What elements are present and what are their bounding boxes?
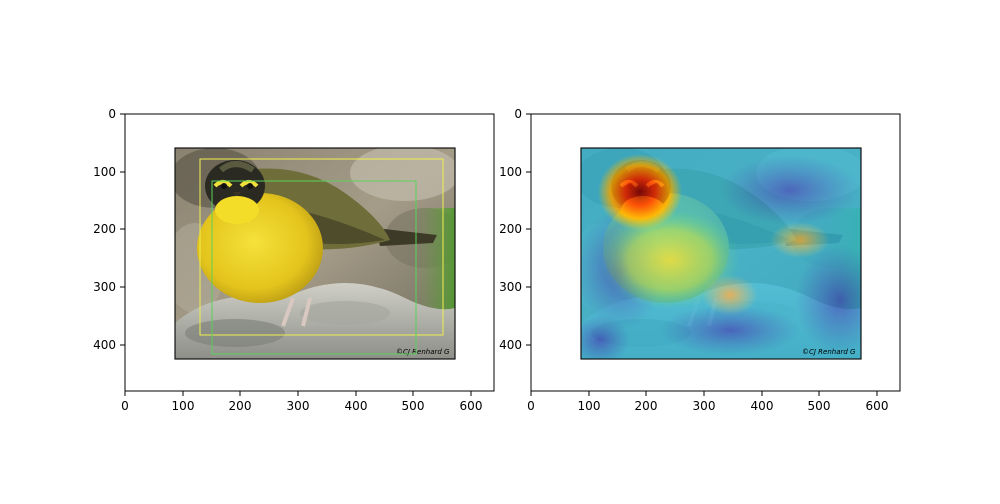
right-y-tick-label: 0 bbox=[514, 107, 522, 121]
right-y-tick-label: 400 bbox=[499, 338, 522, 352]
right-x-tick-label: 300 bbox=[693, 399, 716, 413]
left-x-tick-label: 400 bbox=[345, 399, 368, 413]
right-y-tick-label: 200 bbox=[499, 222, 522, 236]
attention-heatmap bbox=[581, 148, 861, 359]
left-x-tick-label: 500 bbox=[402, 399, 425, 413]
left-x-tick-label: 0 bbox=[121, 399, 129, 413]
right-bird-image bbox=[581, 148, 861, 359]
left-y-tick-label: 300 bbox=[93, 280, 116, 294]
left-x-tick-label: 200 bbox=[229, 399, 252, 413]
right-image-border bbox=[580, 147, 862, 360]
right-watermark: ©CJ Renhard G bbox=[802, 348, 856, 356]
left-x-tick-label: 600 bbox=[460, 399, 483, 413]
left-y-tick-label: 200 bbox=[93, 222, 116, 236]
right-y-axis: 0 100 200 300 400 bbox=[499, 107, 531, 352]
right-x-tick-label: 100 bbox=[578, 399, 601, 413]
left-x-tick-label: 300 bbox=[287, 399, 310, 413]
left-watermark: ©CJ Renhard G bbox=[396, 348, 450, 356]
green-bounding-box bbox=[211, 180, 417, 355]
left-y-tick-label: 400 bbox=[93, 338, 116, 352]
left-y-axis: 0 100 200 300 400 bbox=[93, 107, 125, 352]
right-y-tick-label: 300 bbox=[499, 280, 522, 294]
left-y-tick-label: 0 bbox=[108, 107, 116, 121]
right-y-tick-label: 100 bbox=[499, 165, 522, 179]
left-x-tick-label: 100 bbox=[172, 399, 195, 413]
right-x-tick-label: 400 bbox=[751, 399, 774, 413]
right-x-axis: 0 100 200 300 400 500 600 bbox=[527, 391, 888, 413]
left-bird-image bbox=[165, 145, 465, 359]
right-x-tick-label: 600 bbox=[866, 399, 889, 413]
right-x-tick-label: 0 bbox=[527, 399, 535, 413]
right-x-tick-label: 200 bbox=[635, 399, 658, 413]
left-panel: ©CJ Renhard G 0 100 200 300 400 0 bbox=[93, 107, 495, 413]
right-panel: ©CJ Renhard G 0 100 200 300 400 0 100 20… bbox=[499, 107, 901, 413]
left-x-axis: 0 100 200 300 400 500 600 bbox=[121, 391, 482, 413]
left-y-tick-label: 100 bbox=[93, 165, 116, 179]
right-x-tick-label: 500 bbox=[808, 399, 831, 413]
left-image-border bbox=[174, 147, 456, 360]
yellow-bounding-box bbox=[199, 158, 444, 336]
